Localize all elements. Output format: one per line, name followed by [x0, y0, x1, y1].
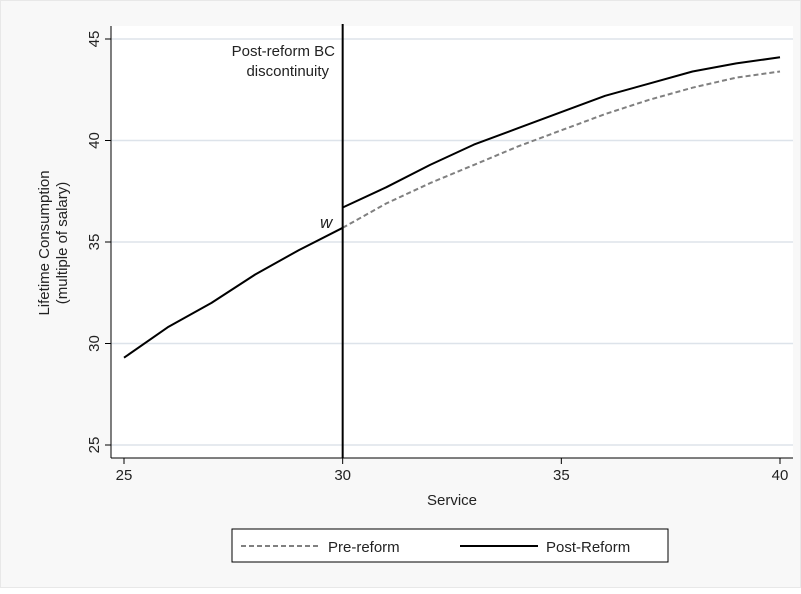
x-axis-title: Service [427, 492, 477, 509]
series-line-post-reform-segment-2 [342, 56, 781, 209]
legend-box [231, 528, 669, 563]
legend-label-post-reform: Post-Reform [546, 539, 630, 556]
x-tick-label-25: 25 [116, 467, 133, 484]
legend: Pre-reform Post-Reform [231, 528, 669, 563]
y-tick-label-45: 45 [86, 31, 103, 48]
vline-annotation-line1: Post-reform BC [232, 43, 336, 60]
series-lines [123, 56, 781, 359]
y-tick-label-40: 40 [86, 132, 103, 149]
grid-lines [111, 38, 793, 446]
point-annotation-w: w [320, 213, 334, 232]
y-tick-label-25: 25 [86, 437, 103, 454]
legend-label-pre-reform: Pre-reform [328, 539, 400, 556]
series-line-pre-reform [342, 70, 781, 229]
y-tick-label-35: 35 [86, 234, 103, 251]
vline-annotation-line2: discontinuity [246, 63, 329, 80]
x-tick-label-35: 35 [553, 467, 570, 484]
y-tick-label-30: 30 [86, 335, 103, 352]
y-axis-title-line2: (multiple of salary) [54, 182, 71, 305]
x-tick-label-30: 30 [334, 467, 351, 484]
axes: 25 30 35 40 45 25 30 35 40 [86, 26, 793, 484]
y-axis-title-line1: Lifetime Consumption [36, 170, 53, 315]
x-tick-label-40: 40 [772, 467, 789, 484]
series-line-post-reform-segment-1 [123, 226, 344, 359]
